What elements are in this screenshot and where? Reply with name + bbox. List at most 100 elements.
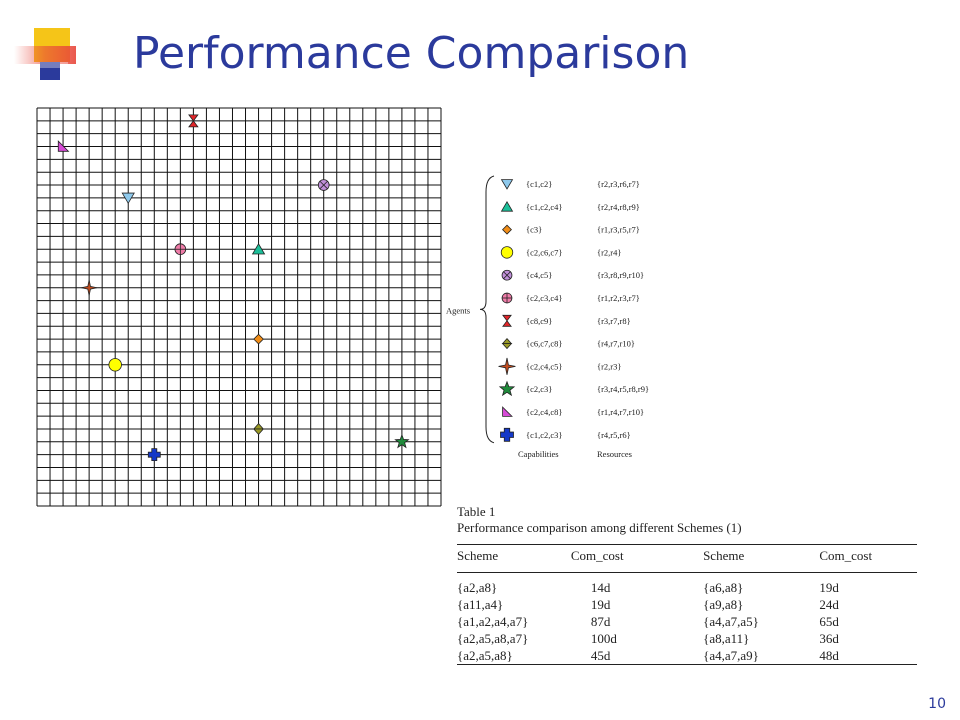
cost-cell: 87d (590, 614, 611, 629)
grid-agent-double-triangle (252, 422, 265, 435)
legend-marker-circle (500, 246, 514, 259)
legend-row: {c3} {r1,r3,r5,r7} (502, 224, 640, 235)
legend-marker-double-triangle (501, 338, 513, 350)
header-com-cost-1: Com_cost (570, 548, 624, 563)
legend-marker-hourglass (502, 314, 512, 327)
legend-capabilities: {c1,c2,c4} (526, 202, 562, 212)
grid-agent-triangle-up (251, 243, 266, 255)
legend-resources: {r3,r7,r8} (597, 316, 631, 326)
legend-row: {c8,c9} {r3,r7,r8} (502, 314, 631, 327)
legend-marker-circle-plus (501, 292, 513, 304)
legend-resources: {r1,r3,r5,r7} (597, 225, 640, 235)
legend-resources: {r2,r4} (597, 247, 621, 257)
legend-resources: {r2,r3} (597, 361, 621, 371)
cost-cell: 100d (590, 631, 617, 646)
legend-resources: {r4,r5,r6} (597, 430, 631, 440)
agents-legend: Agents {c1,c2} {r2,r3,r6,r7} {c1,c2,c4} {r2,… (446, 175, 649, 459)
agent-grid (36, 107, 442, 507)
performance-table: Scheme Com_cost Scheme Com_cost {a2,a8} 1… (457, 544, 917, 665)
grid-agent-cross (147, 448, 161, 462)
header-com-cost-2: Com_cost (819, 548, 873, 563)
legend-resources: {r2,r4,r8,r9} (597, 202, 640, 212)
scheme-cell: {a11,a4} (457, 597, 504, 612)
scheme-cell: {a4,a7,a9} (703, 648, 759, 663)
legend-capabilities: {c4,c5} (526, 270, 552, 280)
legend-capabilities: {c2,c3} (526, 384, 552, 394)
legend-resources: {r2,r3,r6,r7} (597, 179, 640, 189)
page-number: 10 (928, 696, 946, 712)
scheme-cell: {a2,a8} (457, 580, 498, 595)
grid-agent-triangle-down (121, 192, 135, 205)
scheme-cell: {a2,a5,a8,a7} (457, 631, 529, 646)
table-row: {a2,a8} 14d {a6,a8} 19d (457, 573, 917, 597)
legend-marker-cross (500, 427, 514, 442)
resources-header: Resources (597, 449, 632, 459)
cost-cell: 45d (590, 648, 611, 663)
grid-agent-hourglass (188, 114, 199, 128)
legend-row: {c6,c7,c8} {r4,r7,r10} (501, 338, 635, 350)
legend-resources: {r4,r7,r10} (597, 339, 635, 349)
grid-agent-four-star (81, 279, 98, 296)
legend-marker-corner-triangle (502, 406, 513, 417)
cost-cell: 14d (590, 580, 611, 595)
legend-row: {c2,c4,c5} {r2,r3} (498, 357, 621, 375)
scheme-cell: {a1,a2,a4,a7} (457, 614, 529, 629)
table-row: {a2,a5,a8} 45d {a4,a7,a9} 48d (457, 647, 917, 665)
scheme-cell: {a4,a7,a5} (703, 614, 759, 629)
legend-row: {c2,c3,c4} {r1,r2,r3,r7} (501, 292, 640, 304)
grid-agent-circle-x (317, 179, 330, 191)
legend-row: {c2,c3} {r3,r4,r5,r8,r9} (498, 380, 649, 397)
grid-agent-circle-plus (174, 243, 187, 256)
legend-capabilities: {c2,c3,c4} (526, 293, 562, 303)
legend-capabilities: {c2,c4,c5} (526, 361, 562, 371)
cost-cell: 19d (590, 597, 611, 612)
legend-marker-diamond (502, 224, 512, 235)
agents-brace (479, 175, 495, 444)
table-row: {a1,a2,a4,a7} 87d {a4,a7,a5} 65d (457, 613, 917, 630)
table-header-row: Scheme Com_cost Scheme Com_cost (457, 544, 917, 573)
grid-agent-corner-triangle (57, 140, 70, 152)
legend-capabilities: {c2,c6,c7} (526, 247, 562, 257)
table-caption: Performance comparison among different S… (457, 520, 742, 535)
legend-capabilities: {c2,c4,c8} (526, 407, 562, 417)
cost-cell: 48d (819, 648, 839, 663)
legend-capabilities: {c1,c2,c3} (526, 430, 562, 440)
legend-resources: {r1,r4,r7,r10} (597, 407, 644, 417)
legend-capabilities: {c8,c9} (526, 316, 552, 326)
legend-capabilities: {c6,c7,c8} (526, 339, 562, 349)
scheme-cell: {a6,a8} (703, 580, 744, 595)
grid-agent-diamond (253, 333, 264, 345)
header-scheme-2: Scheme (703, 548, 745, 563)
legend-marker-triangle-down (500, 179, 514, 190)
legend-marker-four-star (498, 357, 516, 375)
legend-marker-triangle-up (500, 201, 514, 212)
cost-cell: 24d (819, 597, 839, 612)
grid-lines (36, 107, 442, 507)
capabilities-header: Capabilities (518, 449, 559, 459)
comparison-table-block: Table 1 Performance comparison among dif… (457, 504, 917, 665)
legend-row: {c2,c4,c8} {r1,r4,r7,r10} (502, 406, 644, 417)
scheme-cell: {a2,a5,a8} (457, 648, 513, 663)
legend-capabilities: {c1,c2} (526, 179, 552, 189)
legend-row: {c2,c6,c7} {r2,r4} (500, 246, 621, 259)
cost-cell: 65d (819, 614, 839, 629)
slide-decoration (14, 28, 76, 80)
table-row: {a11,a4} 19d {a9,a8} 24d (457, 596, 917, 613)
cost-cell: 19d (819, 580, 839, 595)
legend-marker-star (498, 380, 516, 397)
header-scheme-1: Scheme (457, 548, 499, 563)
legend-capabilities: {c3} (526, 225, 542, 235)
table-body: {a2,a8} 14d {a6,a8} 19d {a11,a4} 19d {a9,a8} 24… (457, 573, 917, 665)
deco-blue-block (40, 62, 60, 80)
legend-resources: {r3,r8,r9,r10} (597, 270, 644, 280)
legend-row: {c1,c2} {r2,r3,r6,r7} (500, 179, 640, 190)
grid-agent-star (394, 433, 410, 449)
legend-marker-circle-x (501, 269, 513, 281)
scheme-cell: {a9,a8} (703, 597, 744, 612)
cost-cell: 36d (819, 631, 839, 646)
legend-resources: {r3,r4,r5,r8,r9} (597, 384, 649, 394)
legend-row: {c4,c5} {r3,r8,r9,r10} (501, 269, 644, 281)
table-number: Table 1 (457, 504, 496, 519)
legend-row: {c1,c2,c3} {r4,r5,r6} (500, 427, 631, 442)
scheme-cell: {a8,a11} (703, 631, 750, 646)
